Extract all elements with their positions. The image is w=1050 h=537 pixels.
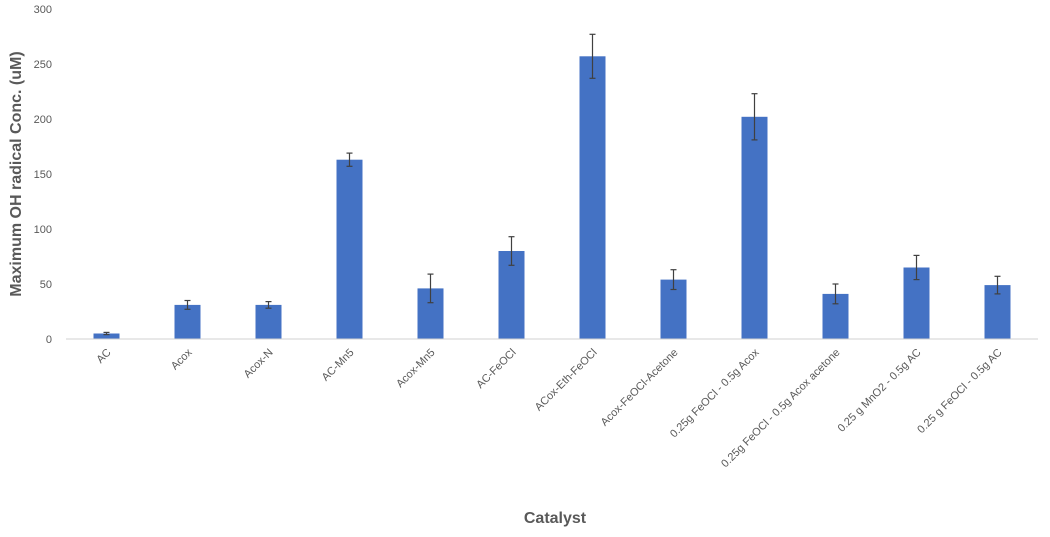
x-tick-label: 0.25 g MnO2 - 0.5g AC: [836, 347, 924, 435]
x-tick-label: 0.25 g FeOCl - 0.5g AC: [915, 347, 1004, 436]
bar: [741, 116, 768, 339]
error-bar: [670, 269, 677, 291]
bar: [336, 159, 363, 339]
x-tick-label: AC-FeOCl: [474, 347, 518, 391]
bar: [174, 304, 201, 339]
y-axis-ticks: 0 50 100 150 200 250 300: [34, 4, 52, 346]
x-tick-label: AC: [94, 347, 113, 366]
bar: [93, 333, 120, 339]
error-bar: [751, 93, 758, 141]
x-tick-label: Acox: [169, 346, 195, 372]
x-axis-label: Catalyst: [524, 510, 587, 527]
y-tick-label: 250: [34, 59, 52, 71]
x-tick-label: Acox-FeOCl-Acetone: [599, 347, 681, 429]
x-tick-label: 0.25g FeOCl - 0.5g Acox: [668, 346, 762, 440]
error-bar: [832, 283, 839, 305]
y-tick-label: 0: [46, 334, 52, 346]
x-tick-label: ACox-Eth-FeOCl: [533, 347, 600, 414]
error-bar: [103, 331, 110, 336]
error-bar: [913, 254, 920, 281]
bars: [93, 56, 1011, 340]
y-tick-label: 150: [34, 169, 52, 181]
x-tick-label: AC-Mn5: [320, 347, 357, 384]
x-tick-label: Acox-N: [242, 347, 276, 381]
y-tick-label: 100: [34, 224, 52, 236]
y-tick-label: 200: [34, 114, 52, 126]
error-bar: [265, 301, 272, 309]
error-bar: [427, 273, 434, 304]
y-tick-label: 300: [34, 4, 52, 16]
y-tick-label: 50: [40, 279, 52, 291]
error-bar: [508, 236, 515, 266]
error-bar: [994, 275, 1001, 295]
error-bar: [184, 299, 191, 310]
error-bar: [346, 152, 353, 167]
error-bar: [589, 33, 596, 79]
x-axis-ticks: AC Acox Acox-N AC-Mn5 Acox-Mn5 AC-FeOCl ACox-E…: [94, 346, 1004, 470]
bar: [579, 56, 606, 340]
x-tick-label: Acox-Mn5: [394, 347, 438, 391]
error-bars: [103, 33, 1001, 336]
bar: [255, 304, 282, 339]
y-axis-label: Maximum OH radical Conc. (uM): [8, 51, 25, 296]
